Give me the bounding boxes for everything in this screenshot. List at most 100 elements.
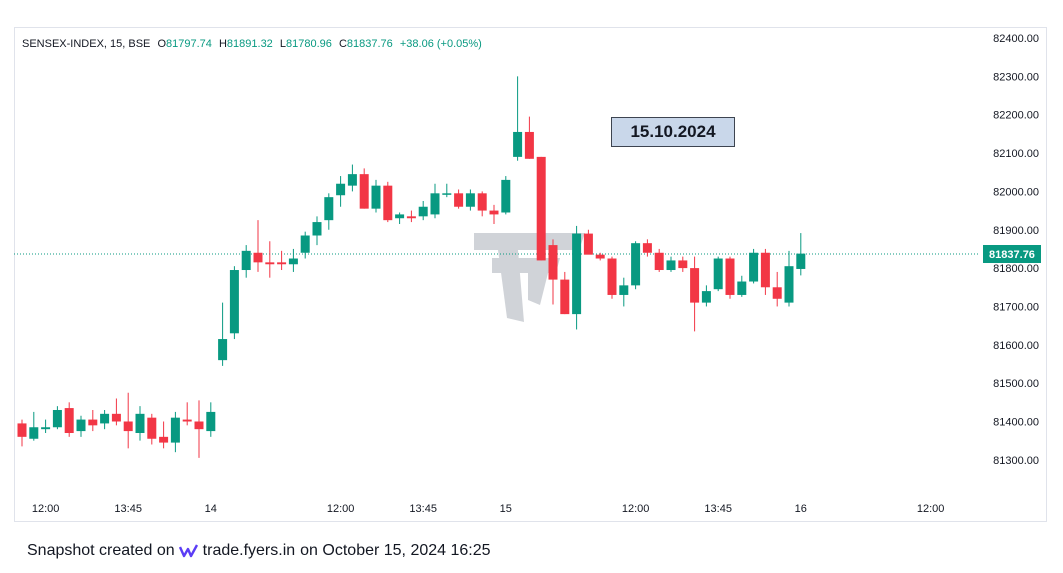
candle[interactable] [701,285,711,307]
candle[interactable] [194,400,204,458]
candle[interactable] [477,191,487,217]
y-tick-label: 81900.00 [993,225,1039,237]
candle-body [17,423,27,437]
candle-body [147,417,157,439]
high-value: 81891.32 [226,38,273,50]
candle[interactable] [218,302,228,366]
candle-body [277,262,287,265]
candle[interactable] [536,156,546,261]
candle[interactable] [312,216,322,246]
candle[interactable] [88,409,98,432]
candle[interactable] [631,241,641,290]
candle[interactable] [111,398,121,426]
candle[interactable] [465,189,475,211]
candle[interactable] [265,241,275,278]
candle-body [725,258,735,295]
candle[interactable] [666,256,676,272]
candle-body [76,419,86,432]
candle[interactable] [395,212,405,224]
candle[interactable] [241,245,251,278]
candle[interactable] [182,402,192,426]
candle[interactable] [796,233,806,276]
candle[interactable] [654,248,664,272]
candle[interactable] [206,402,216,437]
candle-body [690,268,700,303]
candle[interactable] [678,256,688,272]
candle[interactable] [147,413,157,445]
candle-body [312,222,322,236]
candle[interactable] [100,409,110,430]
candle[interactable] [359,168,369,209]
candle[interactable] [489,204,499,224]
candle[interactable] [229,266,239,340]
candle[interactable] [383,181,393,223]
candle[interactable] [560,271,570,315]
candle[interactable] [41,419,51,434]
candle[interactable] [170,411,180,453]
candle-body [218,339,228,361]
candle[interactable] [123,392,133,449]
candle-body [29,427,39,439]
candle-body [159,436,169,443]
candle[interactable] [29,411,39,441]
candle[interactable] [418,200,428,221]
candle[interactable] [513,76,523,161]
x-tick-label: 12:00 [622,503,650,515]
candle[interactable] [548,239,558,305]
candle[interactable] [300,231,310,259]
candle[interactable] [572,225,582,330]
candle[interactable] [347,164,357,192]
candle[interactable] [583,229,593,255]
candle-body [52,409,62,428]
candle[interactable] [406,210,416,223]
candle[interactable] [52,406,62,430]
candle[interactable] [454,189,464,209]
candle-body [123,421,133,432]
close-key: C [338,38,347,50]
candle[interactable] [713,256,723,292]
candle-body [288,258,298,265]
candle[interactable] [760,248,770,295]
candle[interactable] [430,183,440,219]
candle[interactable] [277,250,287,271]
open-value: 81797.74 [166,38,212,50]
x-tick-label: 15 [500,503,512,515]
candle[interactable] [336,176,346,207]
candle[interactable] [442,183,452,198]
candle[interactable] [324,193,334,230]
x-tick-label: 12:00 [32,503,60,515]
candle[interactable] [737,275,747,297]
candle[interactable] [690,256,700,332]
y-tick-label: 82300.00 [993,71,1039,83]
candle[interactable] [253,220,263,272]
date-annotation: 15.10.2024 [611,117,735,147]
candle[interactable] [749,248,759,284]
candle[interactable] [784,250,794,307]
candle[interactable] [501,176,511,215]
candle-body [524,131,534,159]
candle[interactable] [595,252,605,261]
candle[interactable] [76,415,86,437]
candle[interactable] [725,256,735,299]
footer-prefix: Snapshot created on [27,542,175,559]
candle-body [737,281,747,295]
x-tick-label: 12:00 [327,503,355,515]
candle-body [642,243,652,253]
footer-brand[interactable]: trade.fyers.in [202,542,296,559]
candle[interactable] [524,116,534,159]
y-tick-label: 82100.00 [993,148,1039,160]
candle[interactable] [772,271,782,307]
high-key: H [218,38,227,50]
candle[interactable] [642,239,652,257]
candle[interactable] [135,406,145,441]
candle[interactable] [17,419,27,447]
change-value: +38.06 (+0.05%) [399,38,482,50]
candle[interactable] [159,421,169,449]
candle[interactable] [288,248,298,272]
candle[interactable] [607,256,617,299]
candle[interactable] [64,402,74,437]
candle[interactable] [619,277,629,307]
candle[interactable] [371,179,381,213]
candle-body [383,185,393,221]
